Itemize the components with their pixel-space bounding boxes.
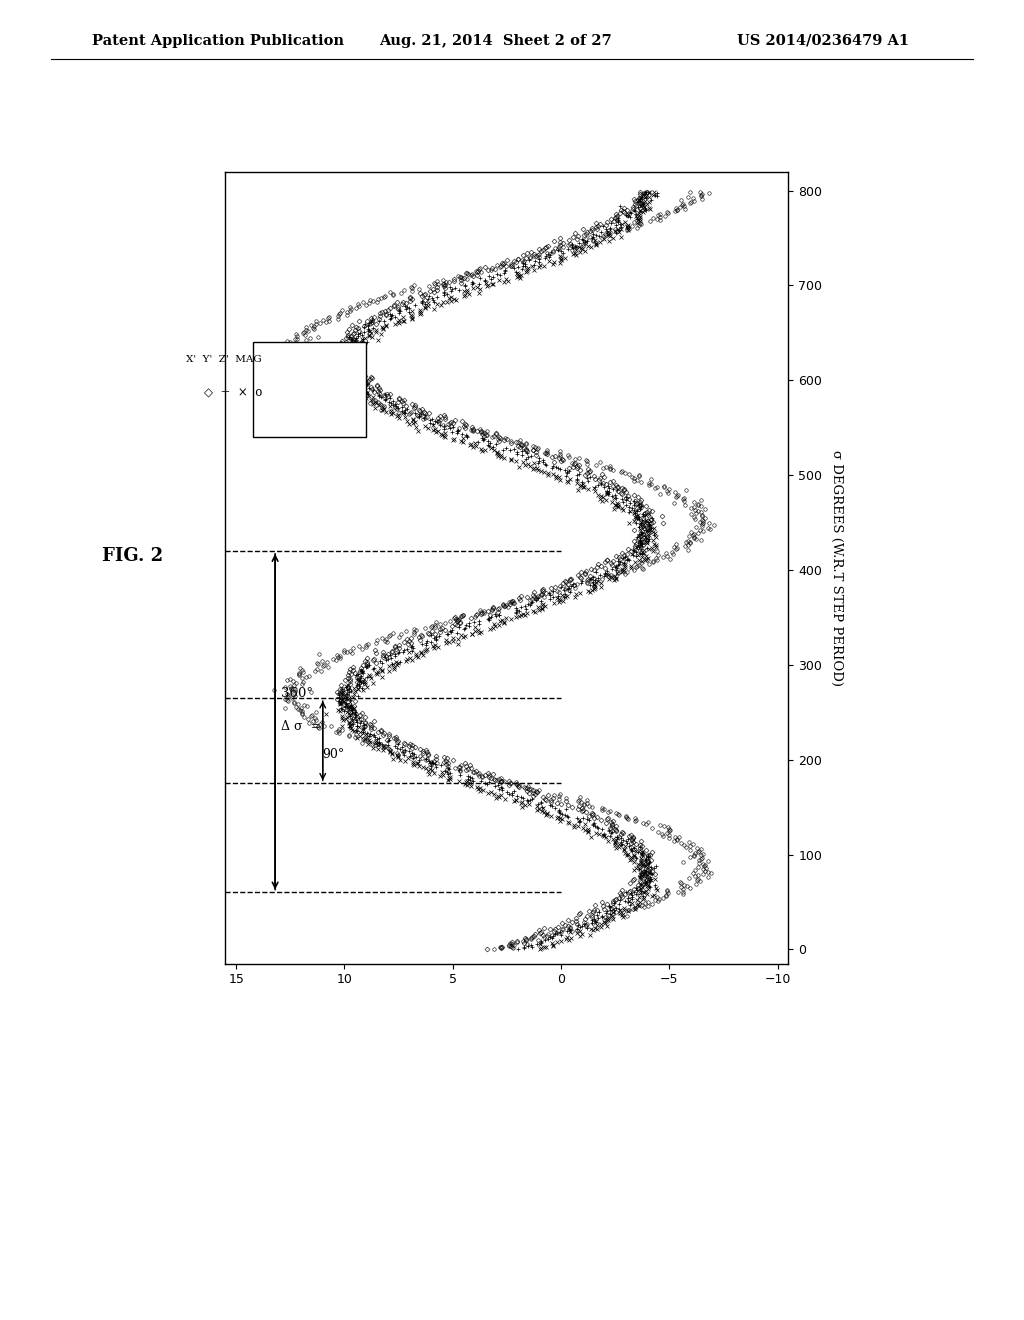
Text: 360°: 360°	[281, 686, 312, 700]
Y-axis label: σ DEGREES (W.R.T STEP PERIOD): σ DEGREES (W.R.T STEP PERIOD)	[830, 450, 843, 685]
Text: Δ σ  =: Δ σ =	[281, 719, 322, 733]
Bar	[254, 342, 367, 437]
Text: Aug. 21, 2014  Sheet 2 of 27: Aug. 21, 2014 Sheet 2 of 27	[379, 34, 611, 48]
Text: ◇  +  ×  o: ◇ + × o	[204, 385, 262, 399]
Text: FIG. 2: FIG. 2	[102, 546, 164, 565]
Text: 90°: 90°	[323, 748, 345, 762]
Text: Patent Application Publication: Patent Application Publication	[92, 34, 344, 48]
Text: US 2014/0236479 A1: US 2014/0236479 A1	[737, 34, 909, 48]
Text: X'  Y'  Z'  MAG: X' Y' Z' MAG	[186, 355, 262, 364]
